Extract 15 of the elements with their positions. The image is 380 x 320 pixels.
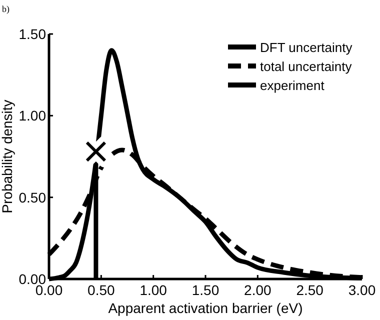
y-axis-title: Probability density <box>0 100 15 214</box>
legend-label: total uncertainty <box>260 59 352 74</box>
x-tick-label: 2.50 <box>296 282 324 298</box>
text: b) <box>2 4 10 14</box>
y-tick-label: 0.50 <box>18 189 46 206</box>
x-tick-label: 3.00 <box>348 282 376 298</box>
x-tick-label: 1.00 <box>140 282 168 298</box>
x-tick-label: 1.50 <box>192 282 220 298</box>
y-tick-label: 1.50 <box>18 26 46 42</box>
y-tick-label: 1.00 <box>18 108 46 124</box>
x-tick-label: 2.00 <box>244 282 272 298</box>
legend-label: DFT uncertainty <box>260 40 353 55</box>
legend-label: experiment <box>260 78 325 93</box>
x-tick-label: 0.50 <box>88 282 116 298</box>
x-axis-title: Apparent activation barrier (eV) <box>108 300 303 316</box>
